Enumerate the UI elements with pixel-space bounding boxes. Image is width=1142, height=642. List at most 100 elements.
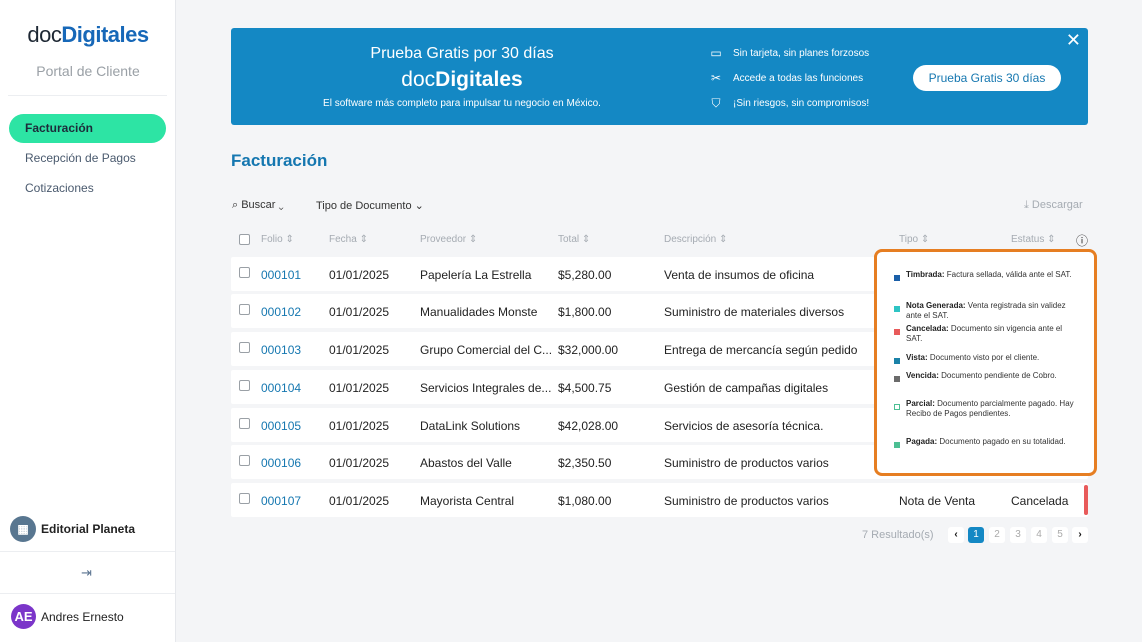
tipo-cell: Nota de Venta [899, 494, 976, 508]
download-button[interactable]: ⤓ Descargar [1024, 199, 1083, 211]
search-label: Buscar [241, 199, 276, 211]
header-label: Fecha [329, 234, 357, 245]
legend-desc: Documento parcialmente pagado. Hay Recib… [906, 399, 1074, 418]
info-icon[interactable]: ⓘ [1076, 234, 1089, 248]
folio-link[interactable]: 000107 [261, 494, 302, 508]
proveedor-cell: DataLink Solutions [420, 419, 521, 433]
shield-icon: ⛉ [711, 96, 721, 110]
legend-item: Pagada: Documento pagado en su totalidad… [894, 437, 1076, 448]
proveedor-cell: Papelería La Estrella [420, 268, 532, 282]
column-header-fecha[interactable]: Fecha ⇕ [329, 234, 368, 245]
legend-term: Timbrada: [906, 270, 945, 279]
feature-item: ▭ Sin tarjeta, sin planes forzosos [709, 46, 869, 60]
status-bar [1084, 485, 1088, 515]
divider [8, 95, 167, 96]
folio-link[interactable]: 000103 [261, 343, 302, 357]
total-cell: $1,800.00 [558, 305, 612, 319]
folio-link[interactable]: 000102 [261, 305, 302, 319]
document-type-dropdown[interactable]: Tipo de Documento ⌄ [316, 200, 424, 212]
close-icon[interactable]: ✕ [1065, 30, 1081, 50]
estatus-cell: Cancelada [1011, 494, 1069, 508]
feature-text: Sin tarjeta, sin planes forzosos [733, 47, 870, 59]
feature-text: Accede a todas las funciones [733, 72, 864, 84]
column-header-folio[interactable]: Folio ⇕ [261, 234, 294, 245]
header-label: Descripción [664, 234, 717, 245]
total-cell: $42,028.00 [558, 419, 619, 433]
row-checkbox[interactable] [239, 342, 250, 353]
column-header-tipo[interactable]: Tipo ⇕ [899, 234, 930, 245]
legend-term: Pagada: [906, 437, 938, 446]
legend-item: Vista: Documento visto por el cliente. [894, 353, 1076, 364]
next-page-button[interactable]: › [1072, 527, 1088, 543]
total-cell: $5,280.00 [558, 268, 612, 282]
legend-term: Cancelada: [906, 324, 949, 333]
header-label: Folio [261, 234, 283, 245]
column-header-descripcion[interactable]: Descripción ⇕ [664, 234, 728, 245]
fecha-cell: 01/01/2025 [329, 305, 390, 319]
table-row[interactable]: 000107 01/01/2025 Mayorista Central $1,0… [231, 483, 1088, 517]
feature-text: ¡Sin riesgos, sin compromisos! [733, 98, 870, 109]
logo-text-bold: Digitales [435, 68, 523, 91]
column-header-proveedor[interactable]: Proveedor ⇕ [420, 234, 478, 245]
header-label: Estatus [1011, 234, 1045, 245]
descripcion-cell: Suministro de materiales diversos [664, 305, 845, 319]
status-legend-popover: Timbrada: Factura sellada, válida ante e… [874, 249, 1097, 476]
column-header-estatus[interactable]: Estatus ⇕ [1011, 234, 1056, 245]
sidebar: docDigitales Portal de Cliente Facturaci… [0, 0, 176, 642]
logout-icon[interactable]: ⇥ [81, 565, 92, 580]
proveedor-cell: Manualidades Monste [420, 305, 538, 319]
row-checkbox[interactable] [239, 267, 250, 278]
legend-term: Parcial: [906, 399, 935, 408]
column-header-total[interactable]: Total ⇕ [558, 234, 591, 245]
header-label: Proveedor [420, 234, 467, 245]
folio-link[interactable]: 000105 [261, 419, 302, 433]
legend-item: Cancelada: Documento sin vigencia ante e… [894, 324, 1076, 344]
descripcion-cell: Suministro de productos varios [664, 494, 829, 508]
page-button[interactable]: 2 [989, 527, 1005, 543]
legend-item: Parcial: Documento parcialmente pagado. … [894, 399, 1076, 419]
org-name: Editorial Planeta [41, 522, 136, 536]
page-button[interactable]: 3 [1010, 527, 1026, 543]
feature-item: ⛉ ¡Sin riesgos, sin compromisos! [709, 96, 869, 111]
descripcion-cell: Suministro de productos varios [664, 456, 829, 470]
table-row[interactable]: 000106 01/01/2025 Abastos del Valle $2,3… [231, 445, 1088, 479]
prev-page-button[interactable]: ‹ [948, 527, 964, 543]
legend-term: Nota Generada: [906, 301, 966, 310]
legend-desc: Documento pagado en su totalidad. [937, 437, 1066, 446]
page-button[interactable]: 1 [968, 527, 984, 543]
sidebar-item-facturacion[interactable]: Facturación [9, 114, 166, 143]
folio-link[interactable]: 000104 [261, 381, 302, 395]
folio-link[interactable]: 000101 [261, 268, 302, 282]
row-checkbox[interactable] [239, 380, 250, 391]
sidebar-item-cotizaciones[interactable]: Cotizaciones [25, 181, 94, 195]
row-checkbox[interactable] [239, 493, 250, 504]
proveedor-cell: Mayorista Central [420, 494, 515, 508]
search-dropdown[interactable]: ⌕ Buscar ⌄ [232, 199, 284, 211]
fecha-cell: 01/01/2025 [329, 268, 390, 282]
legend-desc: Factura sellada, válida ante el SAT. [944, 270, 1072, 279]
free-trial-button[interactable]: Prueba Gratis 30 días [913, 65, 1061, 91]
logo-text-bold: Digitales [61, 22, 149, 47]
page-button[interactable]: 4 [1031, 527, 1047, 543]
legend-item: Nota Generada: Venta registrada sin vali… [894, 301, 1076, 321]
sidebar-item-recepcion-pagos[interactable]: Recepción de Pagos [25, 151, 136, 165]
fecha-cell: 01/01/2025 [329, 456, 390, 470]
promo-banner: Prueba Gratis por 30 días docDigitales E… [231, 28, 1088, 125]
row-checkbox[interactable] [239, 304, 250, 315]
portal-label: Portal de Cliente [36, 63, 140, 79]
user-name: Andres Ernesto [41, 609, 124, 624]
status-color-swatch [894, 358, 900, 364]
header-label: Total [558, 234, 580, 245]
organization[interactable]: ▦ Editorial Planeta [10, 516, 135, 542]
row-checkbox[interactable] [239, 418, 250, 429]
page-button[interactable]: 5 [1052, 527, 1068, 543]
legend-term: Vista: [906, 353, 928, 362]
row-checkbox[interactable] [239, 455, 250, 466]
user-profile[interactable]: AE Andres Ernesto [11, 604, 124, 629]
folio-link[interactable]: 000106 [261, 456, 302, 470]
legend-desc: Documento sin vigencia ante el SAT. [906, 324, 1063, 343]
status-color-swatch [894, 376, 900, 382]
results-count: 7 Resultado(s) [862, 529, 934, 541]
card-icon: ▭ [710, 46, 722, 60]
select-all-checkbox[interactable] [239, 234, 250, 248]
